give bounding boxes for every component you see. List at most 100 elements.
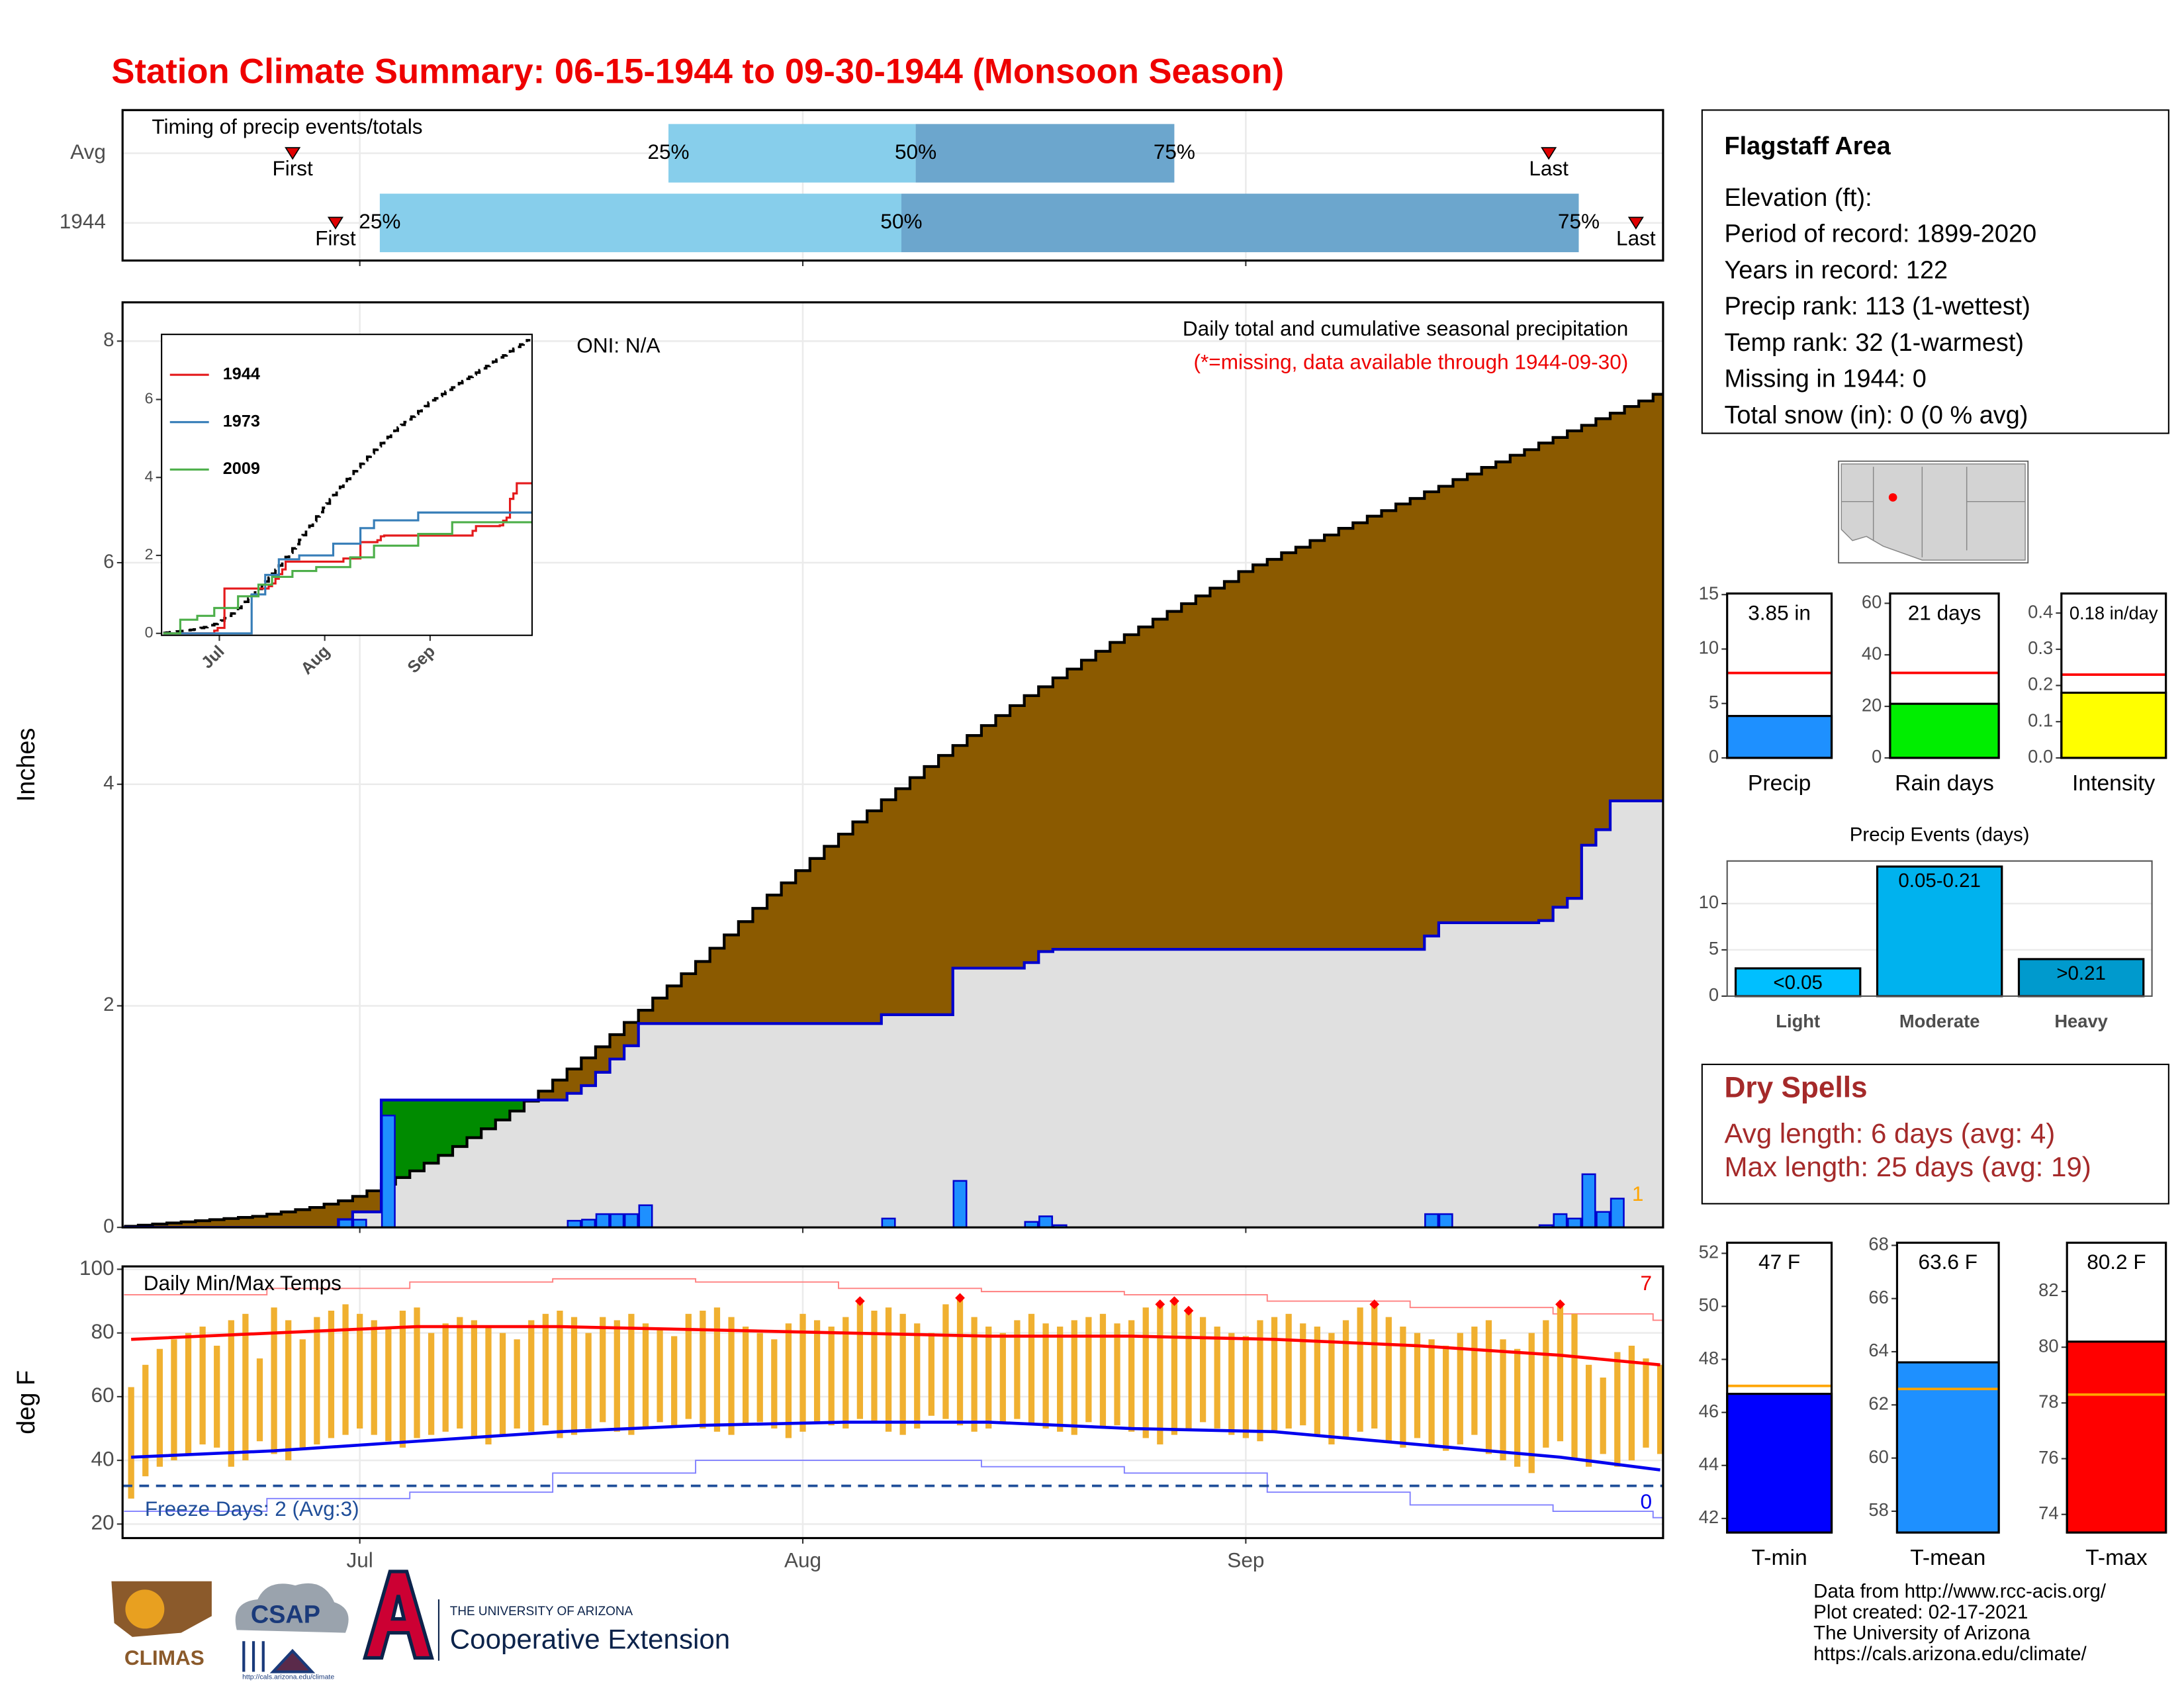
y-tick-label: 4 [145, 467, 154, 485]
temp-range-bar [385, 1327, 392, 1442]
y-tick-label: 46 [1699, 1401, 1719, 1421]
legend-label: 2009 [223, 459, 260, 478]
temp-range-bar [457, 1317, 463, 1429]
temp-range-bar [1228, 1333, 1235, 1435]
temp-range-bar [842, 1317, 849, 1429]
y-tick-label: 20 [1862, 694, 1882, 715]
annotation: ONI: N/A [576, 333, 660, 357]
temp-range-bar [657, 1329, 663, 1423]
temp-range-bar [285, 1320, 292, 1461]
value-label: 47 F [1758, 1250, 1800, 1274]
quartile-label: 25% [359, 209, 400, 233]
daily-bar [1424, 1213, 1439, 1228]
row-label: Avg [70, 140, 106, 164]
temp-range-bar [128, 1387, 134, 1499]
series-line [163, 521, 532, 635]
temp-range-bar [185, 1333, 192, 1454]
info-line: Elevation (ft): [1724, 184, 1872, 212]
temp-range-bar [985, 1327, 992, 1429]
value-label: 21 days [1908, 601, 1981, 625]
temp-range-bar [271, 1307, 277, 1454]
temp-range-bar [1457, 1333, 1463, 1445]
station-dot [1888, 493, 1897, 502]
temp-range-bar [1242, 1336, 1250, 1438]
temp-range-bar [1357, 1307, 1363, 1432]
temp-range-bar [171, 1339, 177, 1461]
temp-range-bar [1057, 1327, 1064, 1432]
quartile-label: 50% [880, 209, 922, 233]
daily-bar [1610, 1197, 1625, 1228]
credit-line: Data from http://www.rcc-acis.org/ [1813, 1580, 2107, 1602]
marker-label: First [315, 226, 356, 250]
daily-bar [581, 1219, 596, 1228]
x-tick-label: Aug [784, 1548, 821, 1572]
daily-bar [1052, 1224, 1068, 1228]
y-tick-label: 0 [1872, 746, 1882, 767]
daily-bar [1438, 1213, 1453, 1228]
temp-range-bar [214, 1345, 220, 1448]
credit-line: The University of Arizona [1813, 1622, 2030, 1644]
event-marker [327, 216, 343, 230]
y-tick-label: 2 [103, 994, 114, 1015]
y-tick-label: 78 [2038, 1391, 2058, 1412]
temp-range-bar [956, 1297, 964, 1426]
info-line: Years in record: 122 [1724, 256, 1948, 284]
y-tick-label: 5 [1709, 938, 1719, 959]
legend-label: 1944 [223, 365, 260, 383]
y-tick-label: 0.3 [2028, 637, 2053, 658]
y-tick-label: 10 [1699, 637, 1719, 658]
y-tick-label: 66 [1868, 1287, 1888, 1307]
x-label: T-mean [1910, 1546, 1985, 1570]
plot-area [122, 1278, 1663, 1519]
temp-range-bar [1014, 1320, 1021, 1419]
panel-title: Daily total and cumulative seasonal prec… [1183, 316, 1628, 340]
logos [111, 1570, 439, 1673]
temp-range-bar [871, 1310, 878, 1423]
range-label: >0.21 [2056, 962, 2106, 984]
record-high-marker [1555, 1299, 1565, 1309]
temp-range-bar [299, 1339, 306, 1448]
y-tick-label: 0.4 [2028, 601, 2053, 622]
quartile-bar [668, 124, 916, 183]
temp-range-bar [371, 1320, 377, 1435]
temp-range-bar [1514, 1348, 1521, 1467]
legend-label: 1973 [223, 412, 260, 430]
bar [1895, 1361, 2000, 1534]
temp-range-bar [485, 1327, 492, 1445]
y-tick-label: 80 [91, 1319, 114, 1343]
daily-bar [881, 1217, 896, 1228]
logo-text: Cooperative Extension [450, 1623, 730, 1654]
record-high-count: 7 [1640, 1271, 1652, 1295]
temp-range-bar [399, 1310, 406, 1448]
panel-frame [1726, 592, 1833, 759]
x-tick-label: Sep [1227, 1548, 1264, 1572]
ua-logo [362, 1570, 434, 1660]
value-label: 0.18 in/day [2070, 602, 2158, 623]
value-label: 3.85 in [1748, 601, 1811, 625]
temp-range-bar [1614, 1352, 1621, 1467]
daily-bar [1538, 1224, 1553, 1228]
daily-bar [338, 1219, 353, 1228]
y-tick-label: 76 [2038, 1447, 2058, 1468]
record-line [124, 1278, 1663, 1321]
credit-line: Plot created: 02-17-2021 [1813, 1601, 2028, 1623]
bar [2017, 958, 2145, 998]
event-marker [1627, 216, 1644, 230]
info-line: Missing in 1944: 0 [1724, 365, 1926, 393]
temp-range-bar [914, 1323, 921, 1429]
temp-range-bar [1028, 1313, 1035, 1426]
daily-bar [595, 1213, 610, 1228]
y-tick-label: 20 [91, 1511, 114, 1534]
daily-bar [1596, 1211, 1611, 1228]
marker-label: First [272, 156, 313, 180]
y-tick-label: 52 [1699, 1242, 1719, 1262]
y-tick-label: 60 [91, 1383, 114, 1407]
temp-range-bar [1142, 1307, 1149, 1438]
daily-bar [952, 1180, 968, 1228]
temp-range-bar [1099, 1313, 1107, 1429]
dry-spells-line: Max length: 25 days (avg: 19) [1724, 1151, 2091, 1182]
bar [1726, 1393, 1833, 1534]
temp-range-bar [1485, 1320, 1492, 1454]
